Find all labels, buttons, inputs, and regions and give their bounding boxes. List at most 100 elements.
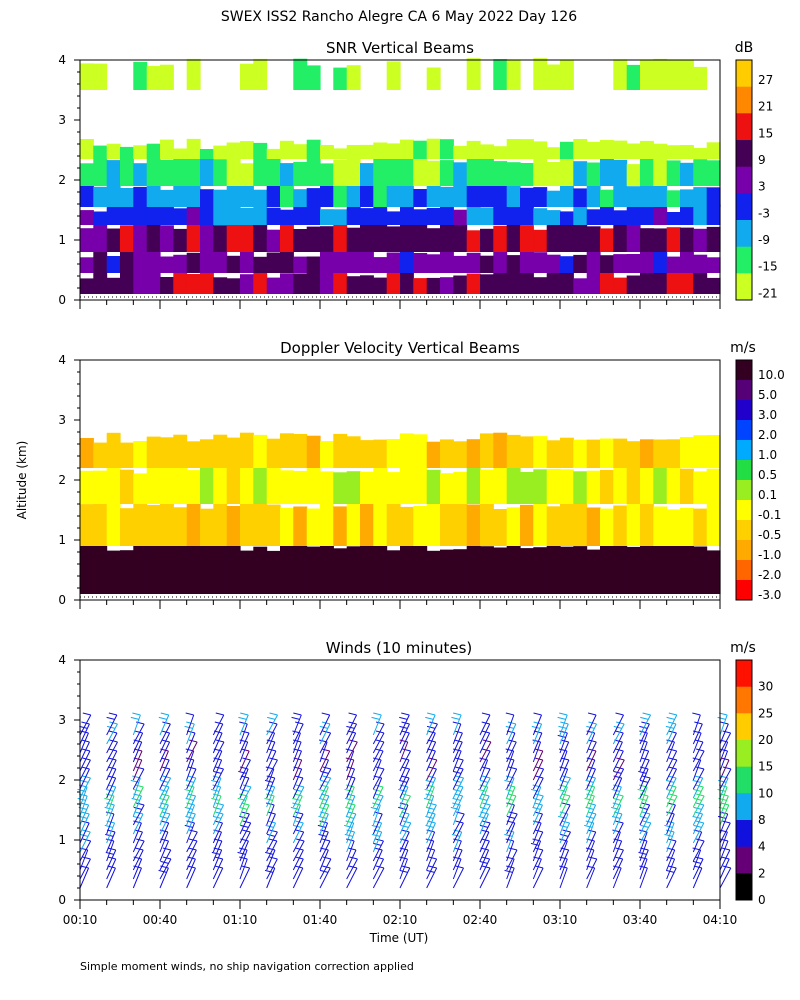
doppler-cell xyxy=(173,462,188,504)
snr-cell xyxy=(666,60,681,90)
snr-cell xyxy=(306,226,321,252)
doppler-colorbar-swatch xyxy=(736,460,752,481)
winds-colorbar-swatch xyxy=(736,793,752,821)
snr-cell xyxy=(653,143,668,159)
snr-cell xyxy=(413,209,428,225)
snr-cell xyxy=(493,251,508,273)
snr-colorbar-label: 15 xyxy=(758,126,773,140)
snr-cell xyxy=(666,267,681,294)
snr-cell xyxy=(400,204,414,225)
doppler-cell xyxy=(240,432,254,468)
doppler-cell xyxy=(560,469,574,504)
snr-cell xyxy=(706,204,721,225)
snr-cell xyxy=(573,188,588,207)
snr-cell xyxy=(200,189,214,207)
doppler-cell xyxy=(373,467,388,504)
snr-cell xyxy=(360,275,374,294)
wind-barb xyxy=(505,757,515,781)
doppler-cell xyxy=(506,507,521,546)
snr-cell xyxy=(586,267,601,294)
winds-colorbar-label: 20 xyxy=(758,733,773,747)
wind-barb xyxy=(346,712,358,736)
wind-barb xyxy=(638,838,648,862)
doppler-cell xyxy=(280,433,294,468)
snr-cell xyxy=(506,255,521,273)
snr-colorbar-label: -21 xyxy=(758,286,778,300)
snr-cell xyxy=(586,226,601,252)
wind-barb xyxy=(558,811,569,835)
wind-barb xyxy=(212,721,224,745)
snr-cell xyxy=(680,59,694,90)
snr-cell xyxy=(560,157,574,186)
snr-cell xyxy=(373,257,388,273)
wind-barb xyxy=(612,793,624,817)
doppler-cell xyxy=(346,502,361,546)
snr-cell xyxy=(653,249,668,273)
wind-barb xyxy=(186,829,198,853)
wind-barb xyxy=(504,865,515,889)
snr-cell xyxy=(173,148,188,159)
doppler-cell xyxy=(546,468,561,504)
snr-cell xyxy=(213,277,228,294)
wind-barb xyxy=(612,712,624,736)
snr-cell xyxy=(320,182,334,207)
snr-cell xyxy=(146,159,161,186)
doppler-y-tick-label: 2 xyxy=(58,473,66,487)
doppler-cell xyxy=(386,550,401,594)
doppler-cell xyxy=(146,505,161,546)
doppler-colorbar-label: -1.0 xyxy=(758,548,781,562)
winds-colorbar-swatch xyxy=(736,873,752,901)
doppler-cell xyxy=(400,542,414,594)
snr-cell xyxy=(533,155,548,186)
snr-cell xyxy=(640,140,654,159)
doppler-cell xyxy=(680,468,694,504)
doppler-cell xyxy=(186,470,201,504)
doppler-cell xyxy=(640,464,654,504)
snr-cell xyxy=(386,185,401,207)
snr-cell xyxy=(373,223,388,252)
snr-cell xyxy=(706,277,721,294)
wind-barb xyxy=(104,802,115,826)
wind-barb xyxy=(317,820,328,844)
wind-barb xyxy=(452,721,462,745)
snr-cell xyxy=(333,159,348,186)
wind-barb xyxy=(557,730,568,754)
doppler-cell xyxy=(413,506,428,546)
doppler-cell xyxy=(200,508,214,546)
wind-barb xyxy=(212,766,224,790)
winds-y-tick-label: 0 xyxy=(58,893,66,907)
wind-barb xyxy=(639,775,651,799)
snr-cell xyxy=(226,278,241,294)
snr-cell xyxy=(106,203,121,225)
snr-cell xyxy=(653,228,668,252)
doppler-cell xyxy=(240,499,254,546)
wind-barb xyxy=(559,775,571,799)
wind-barb xyxy=(79,721,90,745)
snr-cell xyxy=(186,58,201,90)
wind-barb xyxy=(399,820,412,844)
wind-barb xyxy=(666,748,678,772)
doppler-cell xyxy=(413,463,428,504)
wind-barb xyxy=(372,856,385,880)
wind-barb xyxy=(212,739,225,763)
winds-colorbar-label: 4 xyxy=(758,840,766,854)
doppler-cell xyxy=(200,464,214,504)
doppler-cell xyxy=(626,463,641,504)
snr-cell xyxy=(200,203,214,225)
doppler-cell xyxy=(520,436,534,468)
snr-cell xyxy=(506,60,521,90)
doppler-cell xyxy=(453,502,468,546)
doppler-colorbar-swatch xyxy=(736,420,752,441)
snr-cell xyxy=(493,59,508,90)
snr-cell xyxy=(213,189,228,207)
wind-barb xyxy=(266,730,276,754)
wind-barb xyxy=(132,838,145,862)
wind-barb xyxy=(399,865,411,889)
winds-colorbar-label: 8 xyxy=(758,813,766,827)
wind-barb xyxy=(184,721,195,745)
snr-cell xyxy=(346,252,361,273)
snr-cell xyxy=(533,252,548,273)
doppler-cell xyxy=(426,499,441,546)
snr-cell xyxy=(266,155,281,186)
